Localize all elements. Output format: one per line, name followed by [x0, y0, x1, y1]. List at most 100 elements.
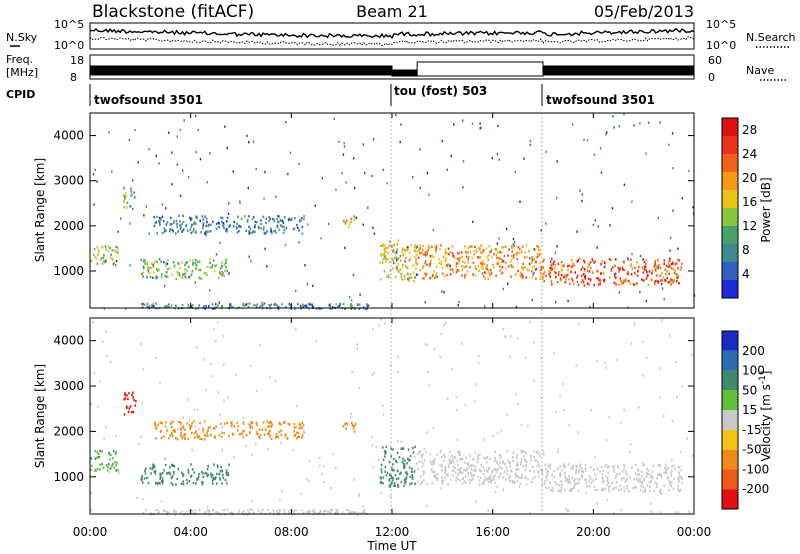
scatter-point — [433, 470, 436, 473]
scatter-point — [551, 268, 554, 271]
scatter-point — [356, 343, 358, 346]
scatter-point — [225, 227, 228, 231]
scatter-point — [203, 305, 205, 308]
scatter-point — [156, 215, 158, 219]
scatter-point — [218, 222, 220, 225]
scatter-point — [239, 432, 242, 435]
scatter-point — [564, 475, 566, 478]
scatter-point — [626, 477, 628, 480]
scatter-point — [553, 260, 555, 263]
scatter-point — [96, 262, 99, 265]
scatter-point — [664, 466, 667, 469]
scatter-point — [202, 218, 205, 221]
scatter-point — [679, 488, 682, 492]
scatter-point — [483, 479, 486, 482]
scatter-point — [142, 265, 145, 268]
scatter-point — [489, 250, 491, 254]
scatter-point — [592, 479, 595, 482]
scatter-point — [98, 455, 101, 459]
scatter-point — [484, 277, 487, 280]
scatter-point — [493, 253, 495, 256]
scatter-point — [262, 228, 265, 231]
scatter-point — [365, 307, 367, 310]
freq-bar — [542, 65, 695, 76]
scatter-point — [283, 225, 285, 229]
scatter-point — [353, 478, 356, 481]
scatter-point — [638, 265, 640, 269]
scatter-point — [510, 469, 513, 473]
scatter-point — [618, 489, 620, 492]
scatter-point — [199, 421, 201, 425]
scatter-point — [319, 510, 322, 512]
scatter-point — [636, 477, 638, 481]
scatter-point — [471, 474, 474, 477]
scatter-point — [609, 276, 611, 279]
scatter-point — [169, 422, 172, 426]
scatter-point — [565, 278, 567, 281]
scatter-point — [377, 458, 380, 461]
scatter-point — [430, 259, 432, 262]
scatter-point — [419, 247, 422, 250]
scatter-point — [608, 481, 610, 484]
scatter-point — [172, 464, 174, 467]
scatter-point — [638, 480, 641, 483]
scatter-point — [223, 274, 225, 278]
scatter-point — [349, 416, 352, 419]
scatter-point — [227, 396, 229, 399]
scatter-point — [572, 123, 574, 126]
scatter-point — [389, 261, 391, 264]
scatter-point — [579, 463, 582, 466]
scatter-point — [557, 262, 560, 266]
scatter-point — [156, 267, 158, 271]
scatter-point — [676, 277, 678, 280]
scatter-point — [396, 248, 399, 251]
scatter-point — [633, 271, 636, 275]
scatter-point — [386, 257, 388, 261]
scatter-point — [627, 271, 629, 274]
scatter-point — [130, 194, 132, 197]
colorbar-swatch — [722, 262, 738, 280]
scatter-point — [308, 307, 310, 310]
scatter-point — [170, 421, 173, 425]
scatter-point — [464, 274, 466, 277]
scatter-point — [219, 477, 221, 480]
scatter-point — [665, 264, 668, 268]
scatter-point — [415, 273, 418, 276]
scatter-point — [188, 423, 191, 427]
scatter-point — [204, 511, 206, 513]
scatter-point — [282, 231, 285, 235]
scatter-point — [159, 482, 161, 485]
scatter-point — [195, 215, 198, 218]
scatter-point — [251, 426, 254, 429]
scatter-point — [485, 456, 487, 460]
scatter-point — [512, 481, 514, 484]
scatter-point — [280, 433, 283, 436]
scatter-point — [431, 254, 433, 257]
scatter-point — [384, 254, 387, 258]
scatter-point — [596, 277, 598, 280]
scatter-point — [189, 216, 191, 220]
scatter-point — [633, 283, 636, 287]
scatter-point — [433, 462, 435, 466]
scatter-point — [159, 219, 162, 222]
scatter-point — [159, 477, 161, 480]
scatter-point — [151, 468, 153, 471]
scatter-point — [97, 406, 99, 409]
scatter-point — [668, 479, 670, 482]
scatter-point — [505, 465, 508, 469]
scatter-point — [187, 471, 190, 474]
scatter-point — [431, 245, 433, 249]
scatter-point — [493, 266, 495, 269]
scatter-point — [615, 486, 617, 489]
scatter-point — [390, 482, 392, 486]
scatter-point — [399, 472, 401, 476]
scatter-point — [96, 468, 99, 471]
scatter-point — [396, 469, 399, 472]
scatter-point — [584, 261, 586, 264]
scatter-point — [640, 484, 642, 488]
scatter-point — [155, 427, 157, 431]
scatter-point — [589, 466, 592, 469]
scatter-point — [158, 220, 160, 223]
scatter-point — [523, 256, 526, 259]
